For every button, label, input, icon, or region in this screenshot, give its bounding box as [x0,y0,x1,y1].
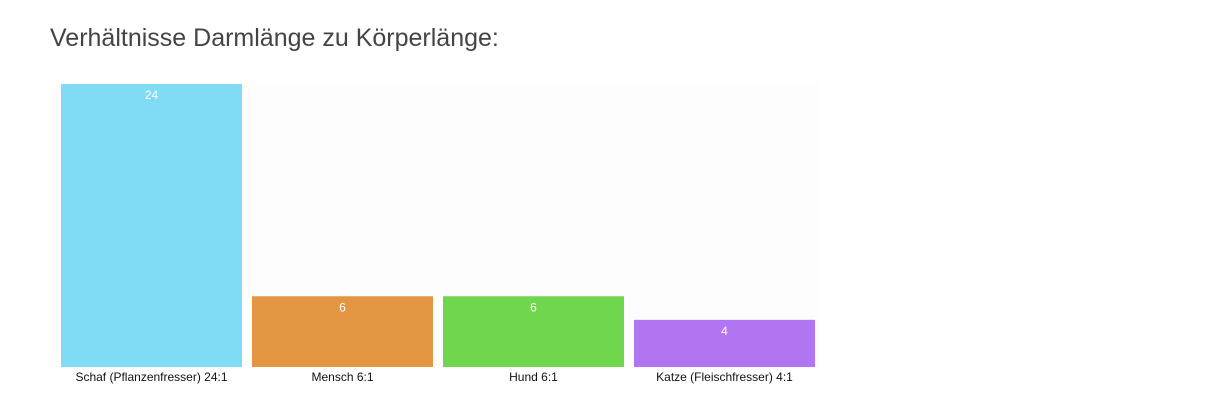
bar [61,84,242,367]
bar [443,296,624,367]
bar [634,319,815,367]
value-label: 6 [530,300,537,314]
x-tick-label: Katze (Fleischfresser) 4:1 [656,370,793,384]
bar [252,296,433,367]
x-tick-label: Hund 6:1 [509,370,558,384]
x-tick-label: Schaf (Pflanzenfresser) 24:1 [75,370,227,384]
value-label: 4 [721,324,728,338]
value-label: 6 [339,300,346,314]
chart-title: Verhältnisse Darmlänge zu Körperlänge: [50,24,499,52]
value-label: 24 [145,88,159,102]
x-tick-label: Mensch 6:1 [311,370,373,384]
